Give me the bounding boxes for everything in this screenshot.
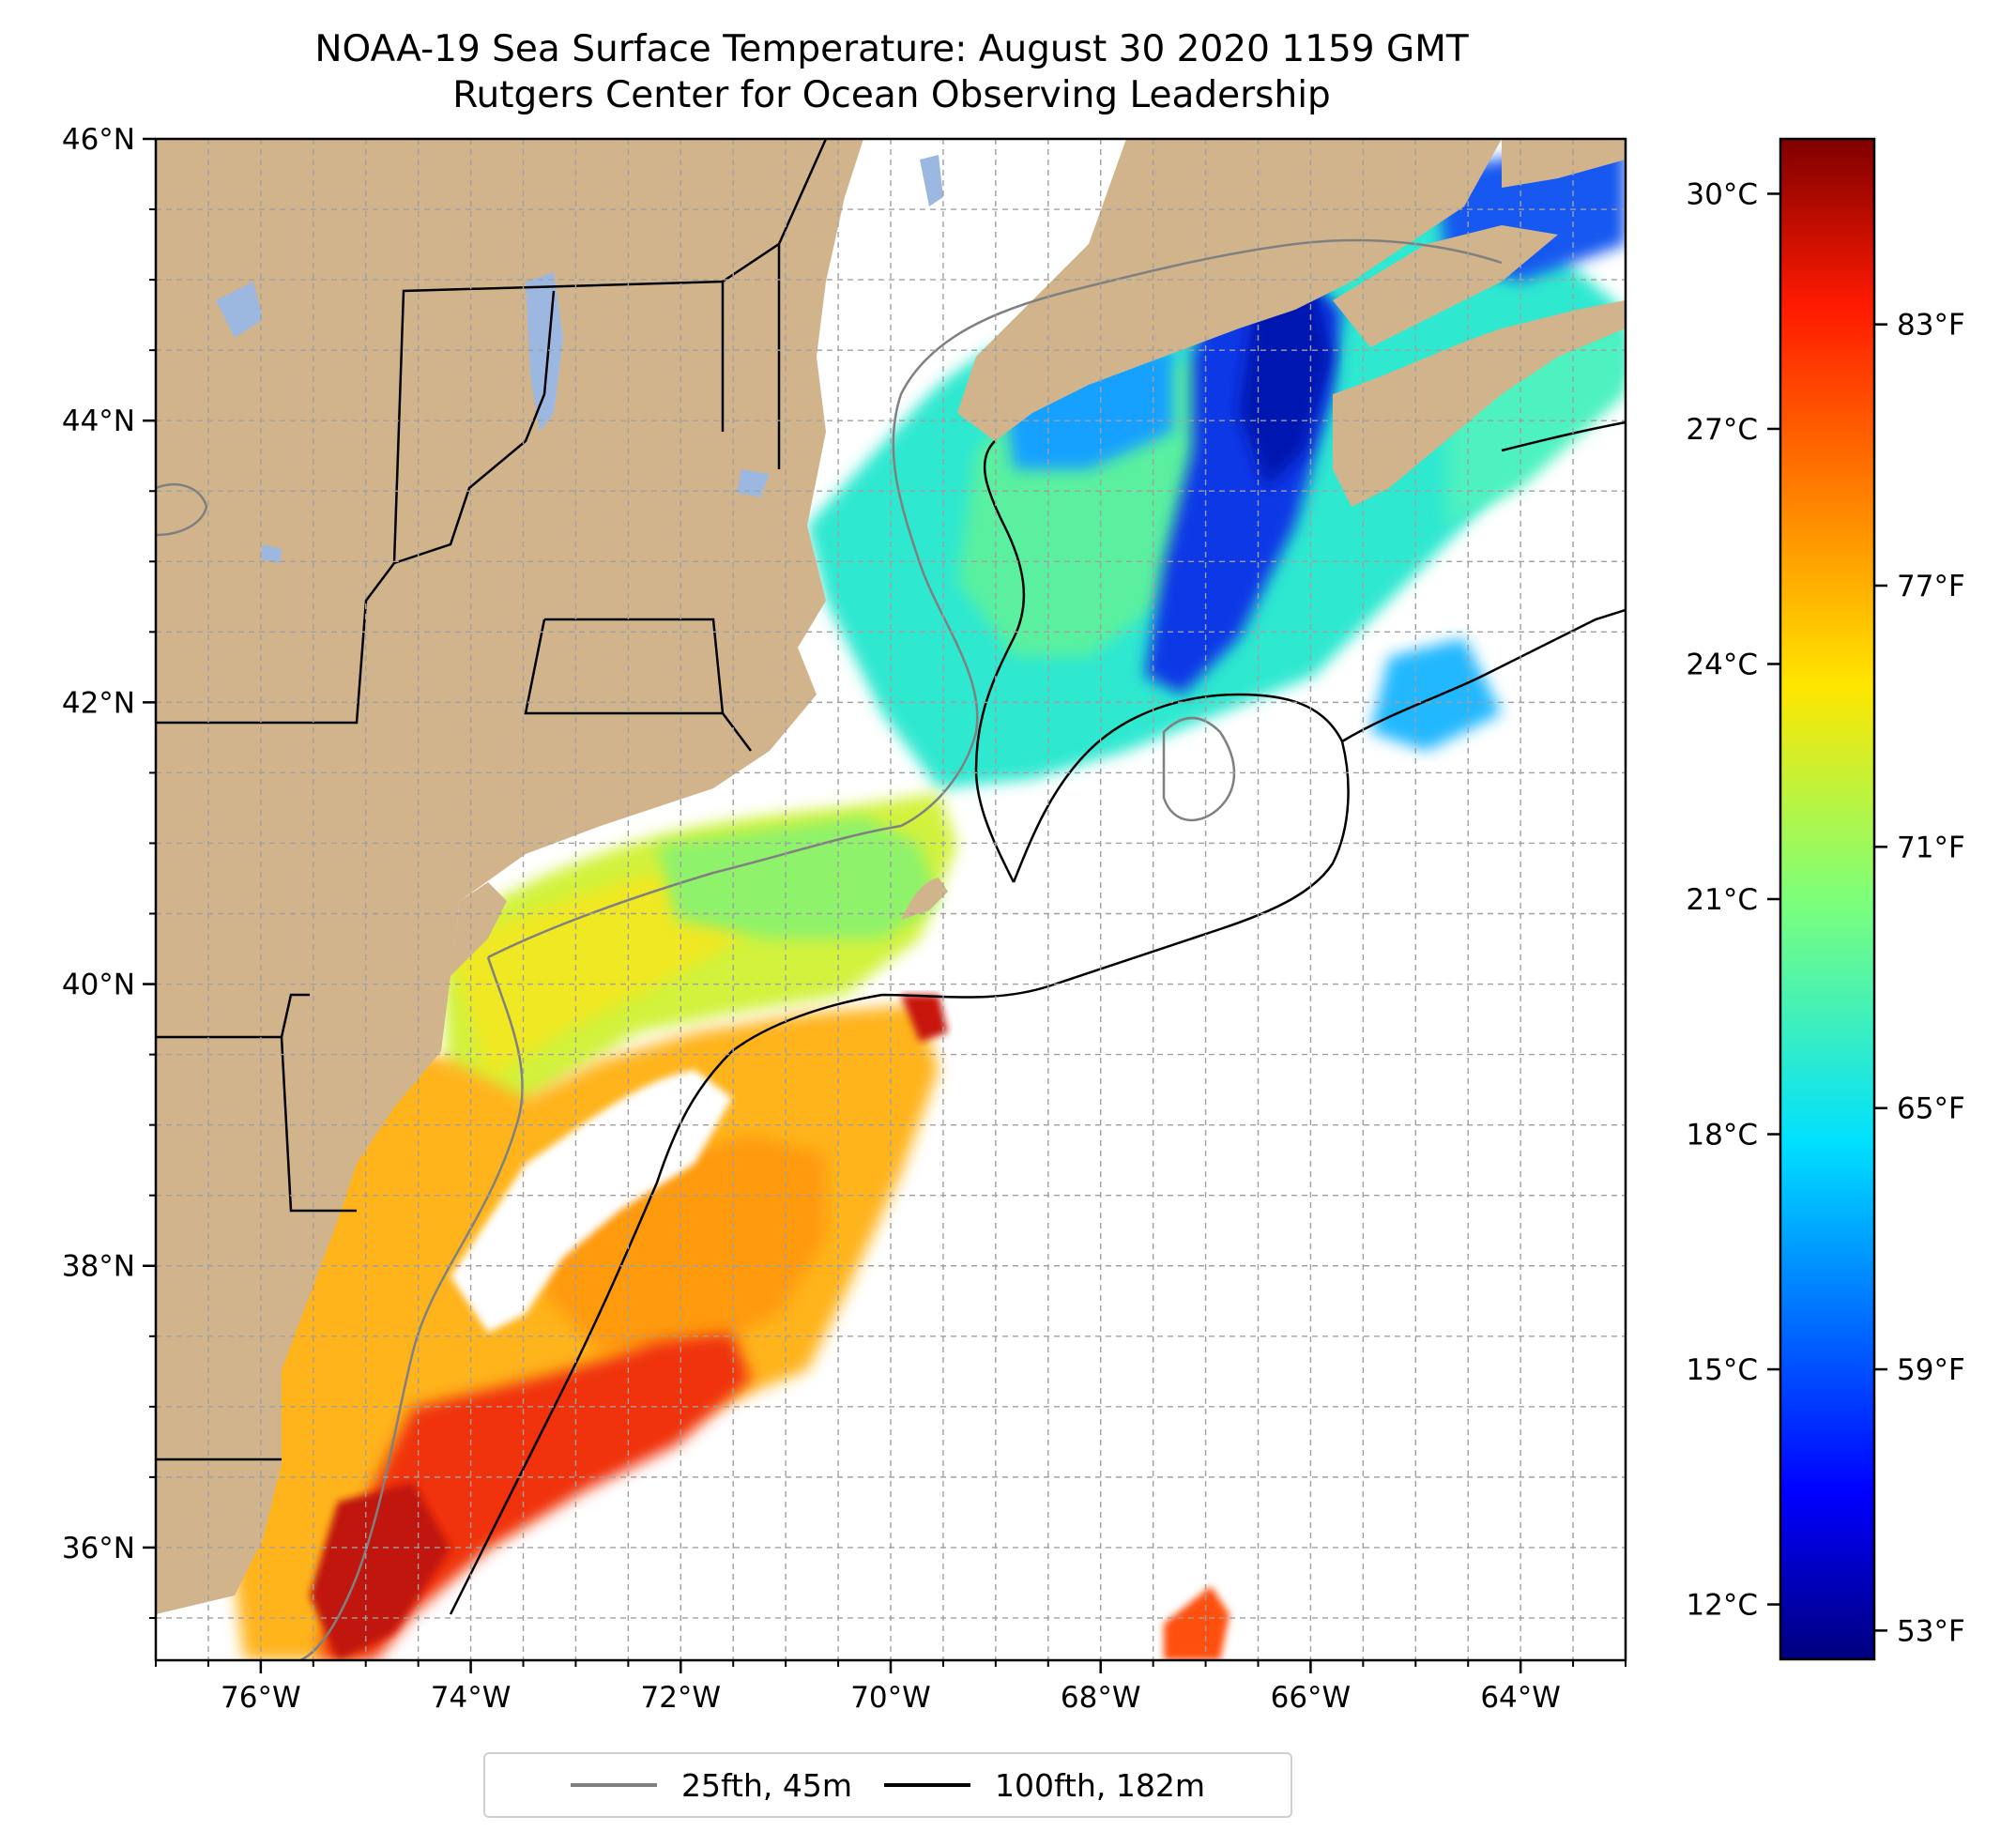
isobath-100fth bbox=[449, 420, 1626, 1615]
celsius-tick-label: 18°C bbox=[1686, 1119, 1758, 1152]
land-canada-north bbox=[1502, 139, 1626, 188]
lake-moosehead bbox=[920, 155, 943, 206]
lon-tick-label: 76°W bbox=[221, 1681, 301, 1715]
fahrenheit-tick-label: 71°F bbox=[1897, 831, 1965, 864]
sst-warm-eddy bbox=[901, 995, 948, 1042]
map-canvas bbox=[156, 139, 1626, 1660]
lat-tick-label: 40°N bbox=[62, 969, 135, 1002]
lat-tick-label: 44°N bbox=[62, 405, 135, 438]
lat-tick-label: 46°N bbox=[62, 123, 135, 157]
lon-tick-label: 72°W bbox=[640, 1681, 721, 1715]
legend: 25fth, 45m 100fth, 182m bbox=[483, 1752, 1292, 1818]
lat-tick-label: 36°N bbox=[62, 1532, 135, 1565]
sst-offshore-blue bbox=[1370, 638, 1502, 751]
sst-blue-band bbox=[1004, 347, 1173, 469]
cloud-gap-south bbox=[451, 1070, 732, 1333]
land-new-brunswick bbox=[957, 139, 1502, 441]
celsius-tick-label: 12°C bbox=[1686, 1589, 1758, 1623]
axis-labels: 76°W 74°W 72°W 70°W 68°W 66°W 64°W 46°N 44°N 42°N… bbox=[62, 123, 1561, 1715]
lon-tick-label: 68°W bbox=[1061, 1681, 1141, 1715]
colorbar bbox=[1779, 137, 1876, 1661]
lon-tick-label: 66°W bbox=[1271, 1681, 1352, 1715]
axis-ticks bbox=[143, 137, 1627, 1673]
lon-tick-label: 64°W bbox=[1480, 1681, 1561, 1715]
fahrenheit-tick-label: 65°F bbox=[1897, 1092, 1965, 1126]
legend-label-100fth: 100fth, 182m bbox=[995, 1766, 1205, 1804]
lon-tick-label: 74°W bbox=[431, 1681, 512, 1715]
celsius-tick-label: 30°C bbox=[1686, 177, 1758, 211]
colorbar-ticks: 30°C 27°C 24°C 21°C 18°C 15°C 12°C 83°F 77°F 71°F… bbox=[1686, 177, 1964, 1648]
graticule bbox=[156, 139, 1626, 1660]
lake-small-ny bbox=[216, 282, 263, 338]
legend-item-100fth: 100fth, 182m bbox=[884, 1767, 1205, 1804]
legend-item-25fth: 25fth, 45m bbox=[571, 1767, 852, 1804]
land bbox=[156, 139, 1626, 1614]
land-nova-scotia bbox=[1333, 300, 1626, 507]
lake-finger bbox=[261, 544, 282, 563]
land-us-northeast bbox=[156, 139, 863, 1614]
land-long-island bbox=[451, 882, 507, 976]
map-title: NOAA-19 Sea Surface Temperature: August … bbox=[314, 28, 1469, 70]
celsius-tick-label: 24°C bbox=[1686, 648, 1758, 681]
legend-line-100fth bbox=[884, 1783, 970, 1787]
celsius-tick-label: 27°C bbox=[1686, 413, 1758, 447]
lake-winnipesaukee bbox=[737, 469, 770, 497]
lakes bbox=[216, 155, 943, 563]
sst-field bbox=[156, 141, 1626, 1660]
land-nantucket bbox=[901, 878, 948, 920]
lat-tick-label: 38°N bbox=[62, 1250, 135, 1284]
sst-coldest bbox=[1239, 282, 1333, 488]
lon-tick-label: 70°W bbox=[850, 1681, 931, 1715]
isobath-25fth bbox=[156, 238, 1503, 1660]
legend-label-25fth: 25fth, 45m bbox=[681, 1766, 852, 1804]
land-nova-scotia-north bbox=[1333, 225, 1558, 347]
sst-southern-patch bbox=[1164, 1586, 1229, 1660]
title-block: NOAA-19 Sea Surface Temperature: August … bbox=[0, 26, 1783, 118]
cloud-gap-east bbox=[1276, 939, 1361, 1004]
sst-ny-bight bbox=[657, 817, 939, 939]
lake-champlain bbox=[526, 272, 563, 432]
celsius-tick-label: 21°C bbox=[1686, 883, 1758, 917]
celsius-tick-label: 15°C bbox=[1686, 1353, 1758, 1387]
legend-line-25fth bbox=[571, 1783, 657, 1787]
map-subtitle: Rutgers Center for Ocean Observing Leade… bbox=[452, 74, 1331, 116]
fahrenheit-tick-label: 77°F bbox=[1897, 570, 1965, 603]
fahrenheit-tick-label: 53°F bbox=[1897, 1614, 1965, 1648]
fahrenheit-tick-label: 59°F bbox=[1897, 1353, 1965, 1387]
fahrenheit-tick-label: 83°F bbox=[1897, 309, 1965, 343]
state-borders bbox=[156, 139, 828, 1461]
lat-tick-label: 42°N bbox=[62, 686, 135, 720]
sst-gulf-stream-core bbox=[310, 1483, 451, 1660]
